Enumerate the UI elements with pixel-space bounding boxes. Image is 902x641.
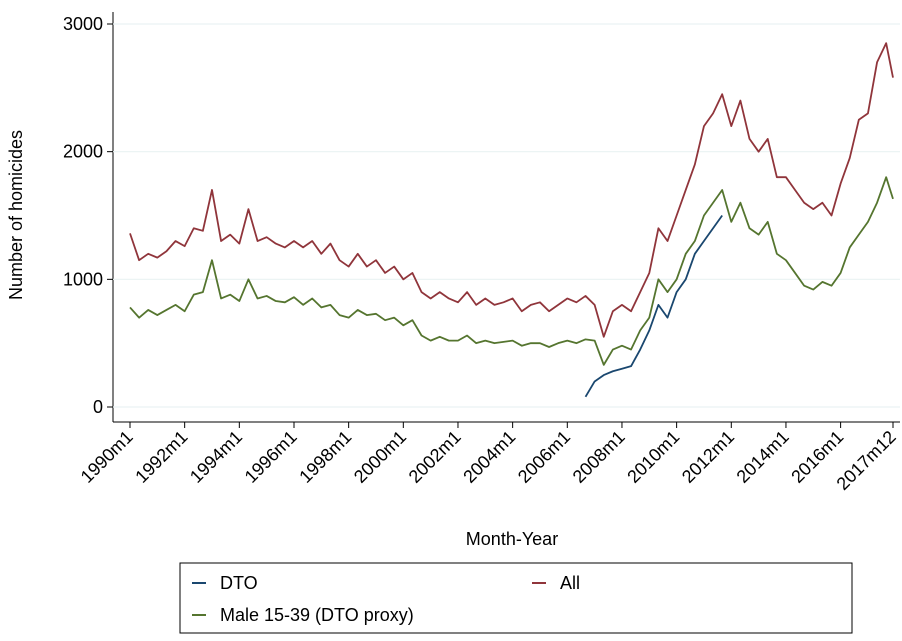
y-tick-label: 0	[93, 397, 103, 417]
series-line	[584, 214, 723, 398]
y-tick-label: 3000	[63, 14, 103, 34]
legend-label: All	[560, 573, 580, 593]
x-axis-title: Month-Year	[466, 529, 558, 549]
y-tick-label: 1000	[63, 269, 103, 289]
legend-label: DTO	[220, 573, 258, 593]
series-line	[129, 42, 894, 338]
legend-label: Male 15-39 (DTO proxy)	[220, 605, 414, 625]
legend-box	[179, 562, 853, 634]
series-line	[129, 176, 894, 366]
y-axis-title: Number of homicides	[6, 130, 26, 300]
y-tick-label: 2000	[63, 142, 103, 162]
